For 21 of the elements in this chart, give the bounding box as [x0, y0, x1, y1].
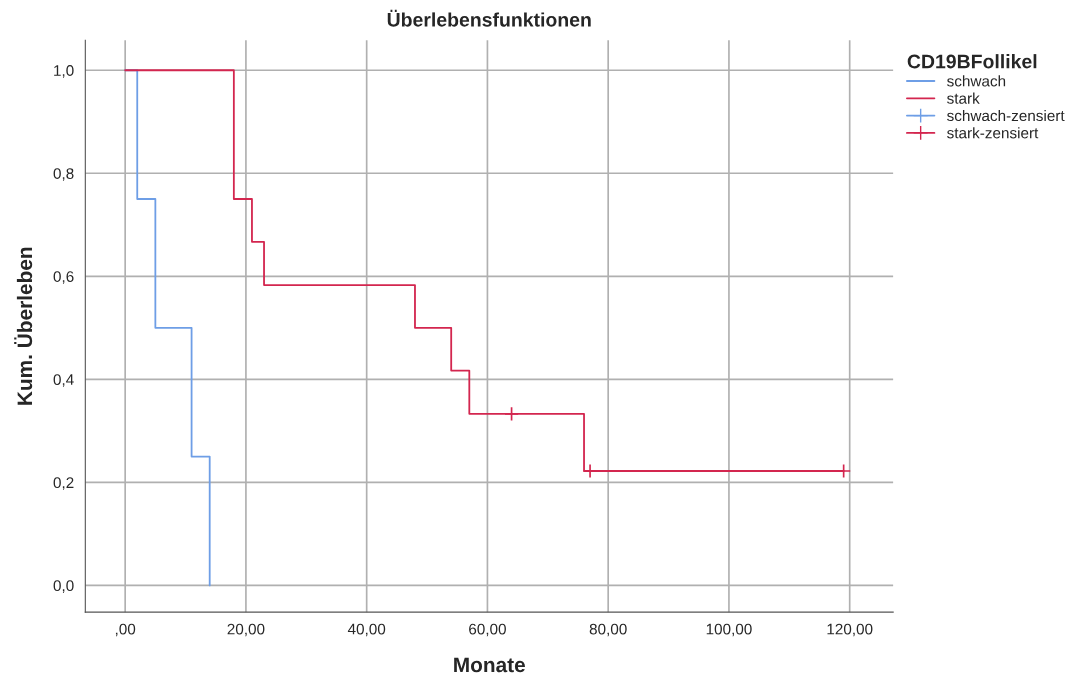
legend-title: CD19BFollikel — [907, 54, 1037, 69]
legend-label: schwach-zensiert — [947, 109, 1065, 122]
legend-label: stark-zensiert — [947, 127, 1039, 139]
x-tick-label: 60,00 — [469, 623, 506, 637]
x-tick-label: 80,00 — [589, 623, 627, 637]
y-tick-label: 1,0 — [54, 65, 74, 78]
y-tick-label: 0,8 — [53, 168, 74, 181]
chart-title: Überlebensfunktionen — [387, 9, 591, 27]
legend-label: schwach — [947, 75, 1006, 87]
y-tick-label: 0,0 — [53, 580, 74, 593]
x-tick-label: 20,00 — [227, 623, 265, 637]
y-tick-label: 0,2 — [53, 477, 74, 490]
y-tick-label: 0,6 — [53, 271, 74, 284]
x-tick-label: 100,00 — [706, 623, 752, 637]
x-tick-label: 40,00 — [347, 623, 386, 637]
y-axis-title: Kum. Überleben — [14, 247, 33, 405]
x-axis-title: Monate — [454, 657, 525, 673]
legend-label: stark — [947, 92, 980, 104]
y-tick-label: 0,4 — [53, 374, 74, 387]
x-tick-label: 120,00 — [827, 623, 873, 637]
x-tick-label: ,00 — [115, 623, 136, 637]
